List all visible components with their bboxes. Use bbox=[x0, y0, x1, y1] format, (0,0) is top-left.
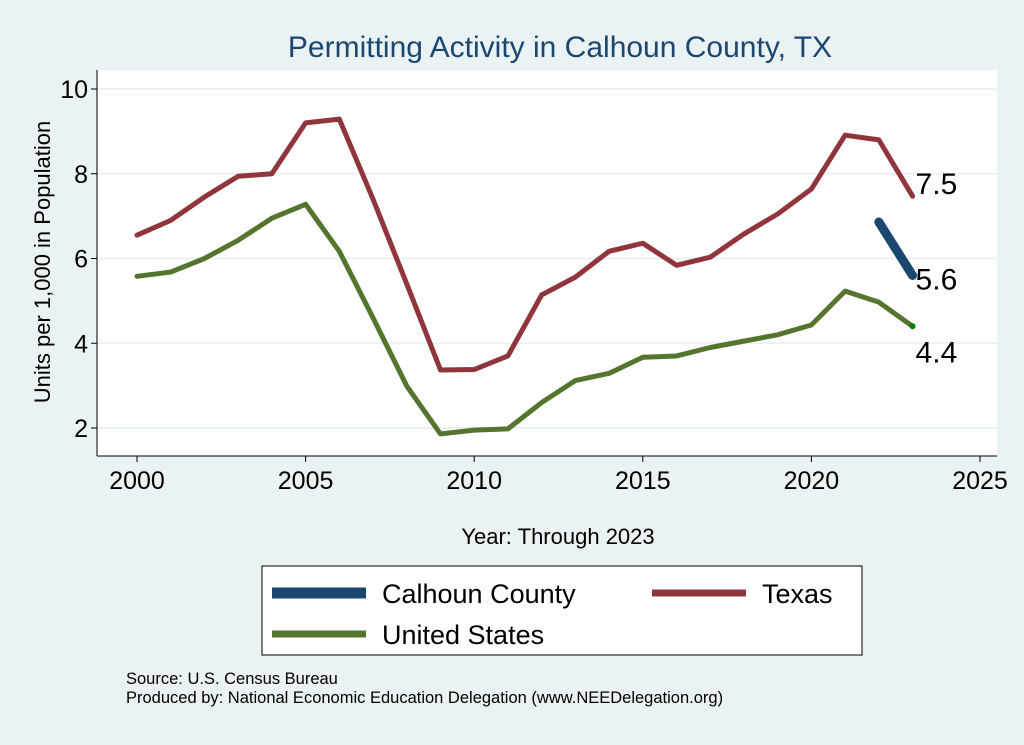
end-value-label: 4.4 bbox=[916, 336, 958, 369]
x-axis-label: Year: Through 2023 bbox=[461, 524, 654, 549]
series-line-texas bbox=[134, 116, 916, 373]
legend bbox=[261, 565, 863, 656]
legend-label: United States bbox=[382, 620, 544, 650]
series-line-calhoun-county bbox=[874, 217, 918, 280]
y-tick-label: 10 bbox=[60, 76, 88, 104]
y-tick-label: 8 bbox=[74, 161, 88, 189]
chart-title: Permitting Activity in Calhoun County, T… bbox=[288, 31, 832, 64]
x-tick-label: 2025 bbox=[952, 467, 1008, 495]
end-value-label: 7.5 bbox=[916, 168, 958, 201]
y-tick-label: 6 bbox=[74, 246, 88, 274]
series-line-united-states bbox=[134, 201, 916, 437]
y-tick-label: 4 bbox=[74, 330, 88, 358]
x-tick-label: 2015 bbox=[615, 467, 671, 495]
end-marker bbox=[909, 323, 916, 330]
x-tick-label: 2020 bbox=[784, 467, 840, 495]
x-tick-label: 2005 bbox=[278, 467, 334, 495]
y-axis-label: Units per 1,000 in Population bbox=[30, 121, 55, 404]
producer-line: Produced by: National Economic Education… bbox=[126, 689, 724, 707]
legend-label: Texas bbox=[762, 579, 833, 609]
source-note: Source: U.S. Census Bureau Produced by: … bbox=[126, 670, 723, 708]
source-line: Source: U.S. Census Bureau bbox=[126, 670, 338, 688]
y-tick-label: 2 bbox=[74, 415, 88, 443]
end-value-label: 5.6 bbox=[916, 263, 958, 296]
x-tick-label: 2010 bbox=[446, 467, 502, 495]
x-tick-label: 2000 bbox=[109, 467, 165, 495]
legend-label: Calhoun County bbox=[382, 579, 576, 609]
